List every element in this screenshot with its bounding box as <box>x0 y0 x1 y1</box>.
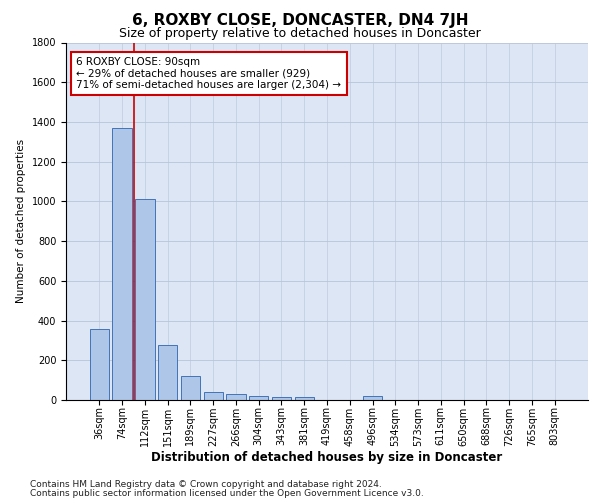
Y-axis label: Number of detached properties: Number of detached properties <box>16 139 26 304</box>
Bar <box>203 392 223 400</box>
Bar <box>135 200 155 400</box>
Bar <box>363 396 382 400</box>
Text: Contains public sector information licensed under the Open Government Licence v3: Contains public sector information licen… <box>30 488 424 498</box>
X-axis label: Distribution of detached houses by size in Doncaster: Distribution of detached houses by size … <box>151 452 503 464</box>
Text: Size of property relative to detached houses in Doncaster: Size of property relative to detached ho… <box>119 28 481 40</box>
Bar <box>295 397 314 400</box>
Bar <box>249 396 268 400</box>
Bar <box>158 346 178 400</box>
Text: 6 ROXBY CLOSE: 90sqm
← 29% of detached houses are smaller (929)
71% of semi-deta: 6 ROXBY CLOSE: 90sqm ← 29% of detached h… <box>76 57 341 90</box>
Bar <box>181 376 200 400</box>
Bar <box>112 128 132 400</box>
Bar <box>226 394 245 400</box>
Text: Contains HM Land Registry data © Crown copyright and database right 2024.: Contains HM Land Registry data © Crown c… <box>30 480 382 489</box>
Bar <box>272 397 291 400</box>
Bar <box>90 330 109 400</box>
Text: 6, ROXBY CLOSE, DONCASTER, DN4 7JH: 6, ROXBY CLOSE, DONCASTER, DN4 7JH <box>132 12 468 28</box>
